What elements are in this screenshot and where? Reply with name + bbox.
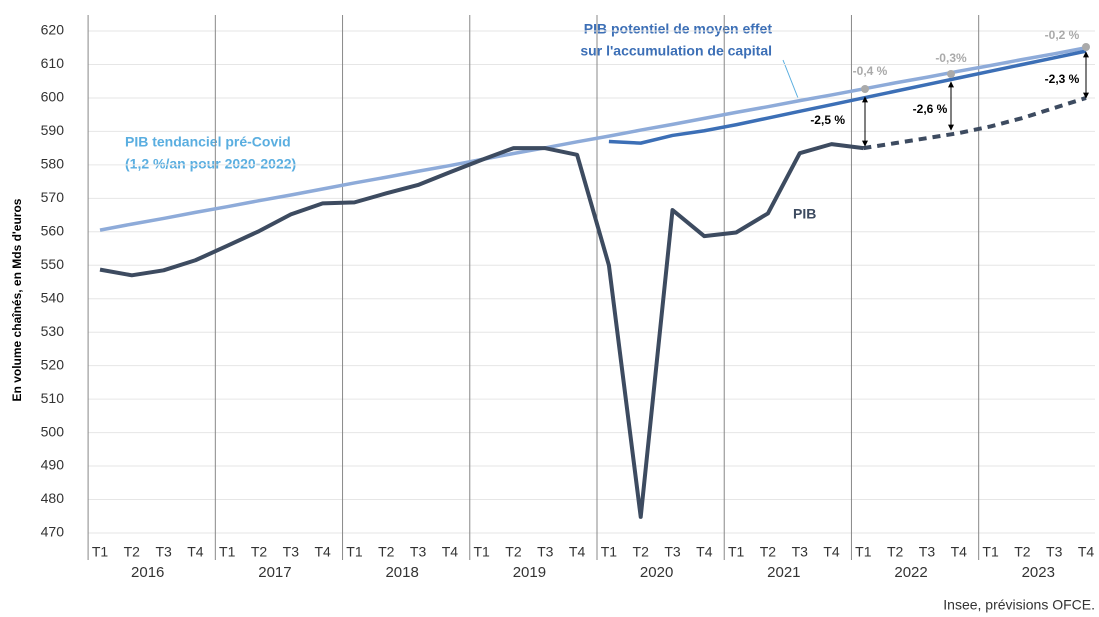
x-tick-label: T2 [760, 544, 777, 560]
x-tick-label: T2 [378, 544, 395, 560]
x-tick-label: T2 [633, 544, 650, 560]
y-tick-label: 550 [41, 256, 65, 272]
y-tick-label: 590 [41, 122, 65, 138]
year-label: 2017 [258, 564, 291, 581]
x-tick-label: T4 [1078, 544, 1095, 560]
annotation: -0,2 % [1045, 28, 1080, 42]
x-tick-label: T1 [855, 544, 872, 560]
x-tick-label: T4 [951, 544, 968, 560]
x-tick-label: T1 [92, 544, 109, 560]
x-tick-label: T3 [155, 544, 172, 560]
series-line [99, 142, 864, 519]
source: Insee, prévisions OFCE. [943, 597, 1095, 613]
series-label: sur l'accumulation de capital [580, 43, 772, 59]
x-tick-label: T1 [474, 544, 491, 560]
year-label: 2019 [513, 564, 546, 581]
x-tick-label: T2 [251, 544, 268, 560]
x-tick-label: T1 [346, 544, 363, 560]
y-tick-label: 610 [41, 55, 65, 71]
x-tick-label: T2 [1014, 544, 1031, 560]
x-tick-label: T4 [823, 544, 840, 560]
x-tick-label: T3 [919, 544, 936, 560]
x-tick-label: T4 [569, 544, 586, 560]
x-tick-label: T3 [792, 544, 809, 560]
y-tick-label: 500 [41, 423, 65, 439]
y-tick-label: 620 [41, 22, 65, 38]
annotation: -2,5 % [810, 113, 845, 127]
annotation: -2,3 % [1045, 72, 1080, 86]
x-tick-label: T3 [537, 544, 554, 560]
x-tick-label: T3 [1046, 544, 1063, 560]
annotation: -0,3% [935, 51, 967, 65]
y-axis-label: En volume chaînés, en Mds d'euros [10, 198, 24, 401]
y-tick-label: 530 [41, 323, 65, 339]
series-label: PIB tendanciel pré-Covid [125, 134, 291, 150]
y-tick-label: 520 [41, 356, 65, 372]
x-tick-label: T1 [219, 544, 236, 560]
x-tick-label: T2 [124, 544, 141, 560]
y-tick-label: 470 [41, 524, 65, 540]
x-tick-label: T2 [887, 544, 904, 560]
series-line [863, 96, 1087, 151]
x-tick-label: T1 [982, 544, 999, 560]
y-tick-label: 540 [41, 289, 65, 305]
x-tick-label: T4 [696, 544, 713, 560]
x-tick-label: T3 [664, 544, 681, 560]
y-tick-label: 560 [41, 223, 65, 239]
series-line [99, 46, 1087, 232]
y-tick-label: 570 [41, 189, 65, 205]
year-label: 2021 [767, 564, 800, 581]
series-line [608, 49, 1087, 145]
series-label: PIB [793, 206, 816, 222]
year-label: 2016 [131, 564, 164, 581]
x-tick-label: T3 [410, 544, 427, 560]
x-tick-label: T1 [601, 544, 618, 560]
annotation: -2,6 % [913, 102, 948, 116]
x-tick-label: T2 [505, 544, 522, 560]
year-label: 2020 [640, 564, 673, 581]
y-tick-label: 580 [41, 156, 65, 172]
year-label: 2023 [1022, 564, 1055, 581]
x-tick-label: T4 [442, 544, 459, 560]
annotations: -2,5 % -2,6 % -2,3 % -0,4 % -0,3% -0,2 % [810, 28, 1090, 147]
y-tick-label: 600 [41, 89, 65, 105]
year-label: 2022 [894, 564, 927, 581]
gap-dot [947, 70, 955, 78]
y-tick-label: 480 [41, 490, 65, 506]
x-tick-label: T4 [314, 544, 331, 560]
x-tick-label: T3 [283, 544, 300, 560]
x-tick-label: T1 [728, 544, 745, 560]
y-tick-label: 490 [41, 457, 65, 473]
y-tick-label: 510 [41, 390, 65, 406]
gap-dot [861, 85, 869, 93]
gap-dot [1082, 43, 1090, 51]
series-label: (1,2 %/an pour 2020-2022) [125, 156, 296, 172]
pointer [782, 59, 799, 99]
year-label: 2018 [385, 564, 418, 581]
annotation: -0,4 % [853, 64, 888, 78]
series-label: PIB potentiel de moyen effet [584, 21, 773, 37]
x-tick-label: T4 [187, 544, 204, 560]
